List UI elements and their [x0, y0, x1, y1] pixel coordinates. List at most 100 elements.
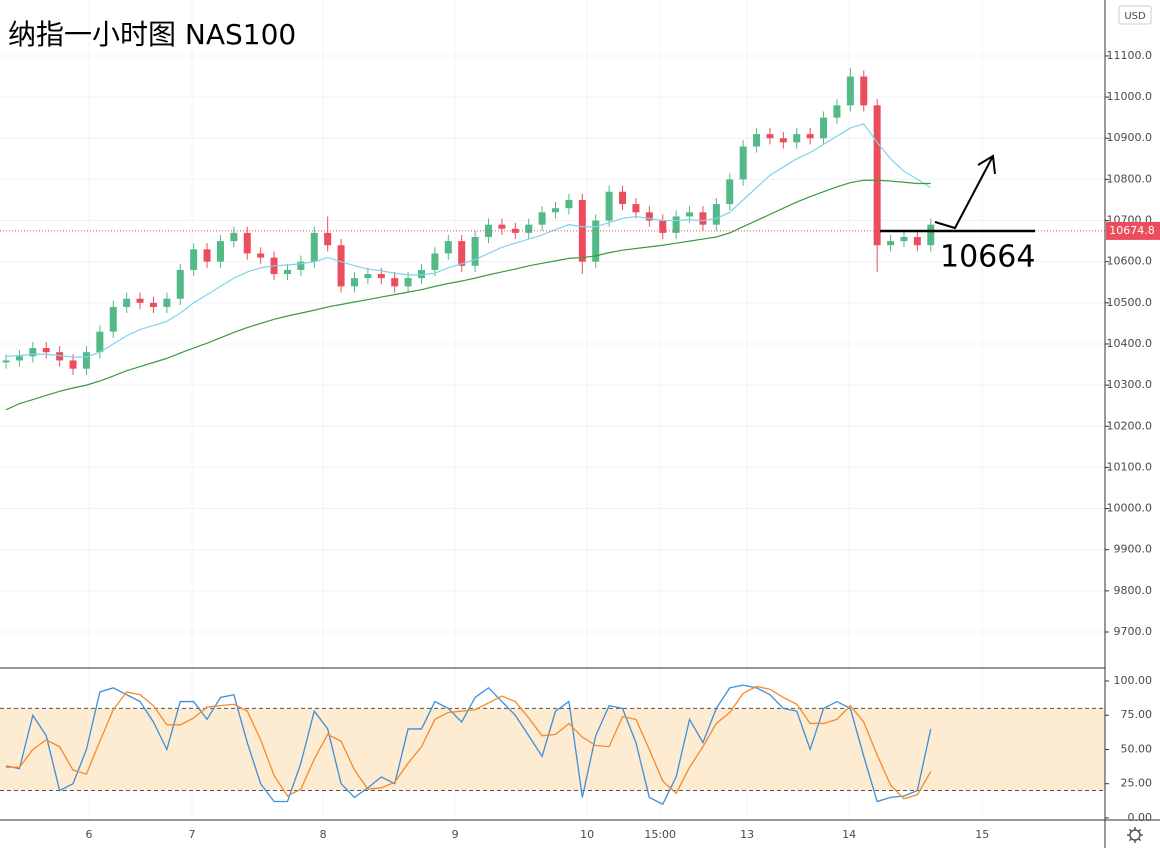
- candle-body: [163, 298, 171, 307]
- y-tick-label: 9900.0: [1114, 543, 1153, 556]
- y-tick-label: 75.00: [1121, 708, 1153, 721]
- y-tick-label: 11100.0: [1107, 49, 1153, 62]
- candle-body: [726, 179, 734, 205]
- candle-body: [592, 220, 600, 262]
- candle-body: [283, 269, 291, 275]
- candle-body: [377, 274, 385, 279]
- last-price-label: 10674.8: [1109, 224, 1155, 237]
- candle-body: [525, 224, 533, 233]
- moving-average: [5, 179, 931, 411]
- candle-body: [96, 331, 104, 353]
- x-tick-label: 6: [85, 828, 92, 841]
- gear-teeth: [1127, 827, 1143, 843]
- y-tick-label: 10500.0: [1107, 296, 1153, 309]
- candle-body: [190, 249, 198, 270]
- stochastic-line: [5, 684, 932, 806]
- candle-body: [364, 274, 372, 279]
- arrow-head: [977, 154, 996, 175]
- candle-body: [833, 105, 841, 118]
- candle-body: [913, 236, 921, 246]
- candle-body: [203, 249, 211, 262]
- candle-body: [605, 191, 613, 221]
- candle-body: [887, 241, 895, 246]
- candle-body: [632, 204, 640, 213]
- candle-body: [900, 236, 908, 242]
- candle-body: [498, 224, 506, 229]
- y-tick-label: 50.00: [1121, 742, 1153, 755]
- arrow: [934, 155, 994, 230]
- stochastic-line: [6, 685, 932, 800]
- x-tick-label: 7: [189, 828, 196, 841]
- x-tick-label: 10: [580, 828, 594, 841]
- candle-body: [820, 117, 828, 139]
- candle-body: [846, 76, 854, 106]
- x-tick-label: 15: [975, 828, 989, 841]
- candle-body: [538, 212, 546, 225]
- candle-body: [42, 348, 50, 353]
- candle-body: [619, 191, 627, 205]
- candle-body: [431, 253, 439, 270]
- y-tick-label: 11000.0: [1107, 90, 1153, 103]
- candle-body: [149, 302, 157, 307]
- candle-body: [2, 360, 10, 363]
- y-tick-label: 10300.0: [1107, 378, 1153, 391]
- chart-title: 纳指一小时图 NAS100: [8, 18, 296, 51]
- candle-body: [29, 348, 37, 357]
- candle-body: [176, 269, 184, 299]
- x-tick-label: 9: [452, 828, 459, 841]
- candle-body: [297, 261, 305, 270]
- candle-body: [471, 236, 479, 266]
- y-tick-label: 9800.0: [1114, 584, 1153, 597]
- candle-body: [257, 253, 265, 258]
- y-tick-label: 0.00: [1128, 811, 1153, 824]
- candle-body: [82, 352, 90, 369]
- y-tick-label: 9700.0: [1114, 625, 1153, 638]
- y-tick-label: 10200.0: [1107, 419, 1153, 432]
- candle-body: [753, 134, 761, 147]
- x-tick-label: 15:00: [644, 828, 676, 841]
- candle-body: [793, 134, 801, 143]
- candle-body: [310, 232, 318, 262]
- y-tick-label: 100.00: [1114, 674, 1153, 687]
- last-price-box: [1106, 221, 1160, 240]
- candle-body: [712, 204, 720, 225]
- y-tick-label: 10000.0: [1107, 502, 1153, 515]
- candle-body: [686, 212, 694, 217]
- candle-body: [350, 278, 358, 287]
- candle-body: [659, 220, 667, 233]
- candle-body: [337, 245, 345, 287]
- candle-body: [56, 352, 64, 361]
- candle-body: [444, 241, 452, 254]
- currency-label: USD: [1124, 11, 1146, 22]
- candle-body: [739, 146, 747, 180]
- currency-box[interactable]: [1118, 5, 1152, 25]
- candle-body: [123, 298, 131, 307]
- y-tick-label: 25.00: [1121, 777, 1153, 790]
- y-tick-label: 10800.0: [1107, 172, 1153, 185]
- candle-body: [511, 228, 519, 233]
- candle-body: [216, 241, 224, 262]
- candle-body: [860, 76, 868, 106]
- candle-body: [136, 298, 144, 303]
- x-tick-label: 13: [740, 828, 754, 841]
- y-tick-label: 10400.0: [1107, 337, 1153, 350]
- candle-body: [779, 138, 787, 143]
- candle-body: [243, 232, 251, 254]
- candle-body: [873, 105, 881, 246]
- moving-average: [5, 123, 932, 358]
- candle-body: [230, 232, 238, 242]
- candle-body: [565, 199, 573, 209]
- candle-body: [15, 356, 23, 361]
- candle-body: [324, 232, 332, 246]
- candle-body: [672, 216, 680, 233]
- x-tick-label: 8: [320, 828, 327, 841]
- candle-body: [109, 306, 117, 332]
- candle-body: [417, 269, 425, 279]
- settings-icon[interactable]: [1127, 827, 1143, 843]
- candle-body: [391, 278, 399, 287]
- candle-body: [927, 224, 935, 246]
- candle-body: [69, 360, 77, 369]
- candle-body: [404, 278, 412, 287]
- plot-layer: [0, 0, 1105, 820]
